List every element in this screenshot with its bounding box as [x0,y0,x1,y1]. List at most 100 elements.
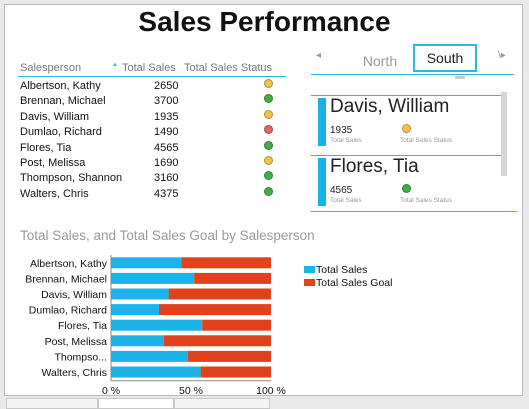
table-row[interactable]: Albertson, Kathy 2650 [18,79,286,94]
bar-segment [111,335,164,347]
legend-item[interactable]: Total Sales Goal [304,277,392,289]
total-sales-cell: 2650 [154,80,179,92]
category-label: Albertson, Kathy [30,258,108,270]
bar-segment [159,304,271,316]
salesperson-cell: Brennan, Michael [20,95,106,108]
bar-segment [111,319,203,331]
total-sales-cell: 1935 [154,110,179,123]
tile-scroll-left-icon[interactable]: ◂ [316,50,322,61]
bar-segment [202,319,271,331]
salesperson-cell: Thompson, Shannon [20,172,123,185]
table-row[interactable]: Thompson, Shannon 3160 [18,171,286,186]
legend-swatch [304,266,315,273]
table-row[interactable]: Davis, William 1935 [18,109,286,125]
tab-strip-grip[interactable] [455,76,465,79]
tile-card[interactable]: Davis, William 1935 Total Sales Total Sa… [318,96,496,148]
sort-ascending-icon[interactable]: ▲ [112,62,118,68]
card-label-sales: Total Sales [330,197,362,204]
category-label: Davis, William [41,289,107,301]
card-divider [311,95,501,96]
x-tick-label: 0 % [102,385,120,397]
status-indicator-icon [264,140,273,150]
bar-segment [194,272,271,284]
category-label: Dumlao, Richard [29,305,107,317]
total-sales-cell: 1490 [154,126,179,139]
tab-south[interactable]: South [413,44,477,72]
card-value: 4565 [330,185,353,196]
legend-label: Total Sales Goal [316,277,393,289]
table-body: Albertson, Kathy 2650 Brennan, Michael 3700… [18,77,286,202]
status-indicator-icon [402,184,411,193]
bar-segment [168,288,271,300]
table-row[interactable]: Dumlao, Richard 1490 [18,125,286,140]
bar-segment [163,335,271,347]
sheet-tab[interactable] [6,398,98,409]
status-indicator-icon [264,171,273,181]
total-sales-cell: 3160 [154,172,179,185]
category-label: Post, Melissa [45,336,108,348]
bar-segment [200,366,271,378]
legend-label: Total Sales [316,264,368,276]
total-sales-cell: 4565 [154,141,179,154]
tab-strip-divider [311,74,514,75]
status-indicator-icon [264,79,273,88]
card-accent-bar [318,98,326,146]
bar-segment [111,257,182,269]
salesperson-cell: Walters, Chris [20,187,89,200]
header-total-sales-status[interactable]: Total Sales Status [184,62,273,74]
legend-item[interactable]: Total Sales [304,264,367,276]
status-indicator-icon [264,109,273,119]
card-name: Davis, William [330,96,450,117]
status-indicator-icon [264,94,273,104]
tab-north[interactable]: North [362,53,398,69]
salesperson-cell: Davis, William [20,110,90,123]
salesperson-cell: Albertson, Kathy [20,80,101,92]
card-divider [311,155,501,156]
bar-segment [111,288,169,300]
sheet-tab[interactable] [174,398,270,409]
header-salesperson[interactable]: Salesperson [20,62,82,74]
tile-card[interactable]: Flores, Tia 4565 Total Sales Total Sales… [318,156,496,208]
table-row[interactable]: Post, Melissa 1690 [18,155,286,171]
status-indicator-icon [264,125,273,135]
bar-segment [111,366,201,378]
tile-scrollbar[interactable] [501,92,507,176]
sheet-tab-active[interactable] [98,398,174,409]
card-label-sales: Total Sales [330,137,362,144]
category-label: Brennan, Michael [25,273,107,285]
total-sales-cell: 4375 [154,187,179,200]
table-row[interactable]: Brennan, Michael 3700 [18,94,286,109]
salesperson-cell: Dumlao, Richard [20,126,102,139]
bar-segment [111,350,188,362]
card-accent-bar [318,158,326,206]
bar-segment [187,350,271,362]
card-name: Flores, Tia [330,156,419,177]
bar-segment [111,304,159,316]
bar-segment [181,257,271,269]
x-tick-label: 50 % [179,385,203,397]
legend-swatch [304,279,315,286]
salesperson-cell: Flores, Tia [20,141,72,154]
tile-scroll-right-icon[interactable]: \▸ [498,50,506,61]
total-sales-cell: 3700 [154,95,179,108]
category-label: Flores, Tia [58,320,107,332]
category-label: Thompso... [54,351,107,363]
card-value: 1935 [330,125,353,136]
table-header: Salesperson ▲ Total Sales Total Sales St… [18,62,286,77]
tile-panel-divider [311,211,517,212]
status-indicator-icon [402,124,411,133]
card-label-status: Total Sales Status [400,197,453,204]
report-title: Sales Performance [138,6,391,37]
chart-title: Total Sales, and Total Sales Goal by Sal… [20,228,315,243]
category-label: Walters, Chris [41,367,107,379]
table-row[interactable]: Walters, Chris 4375 [18,186,286,202]
total-sales-cell: 1690 [154,156,179,169]
table-row[interactable]: Flores, Tia 4565 [18,140,286,156]
header-total-sales[interactable]: Total Sales [122,62,176,74]
status-indicator-icon [264,155,273,165]
x-tick-label: 100 % [256,385,286,397]
sales-table: Salesperson ▲ Total Sales Total Sales St… [18,62,286,202]
salesperson-cell: Post, Melissa [20,156,86,169]
bar-segment [111,272,195,284]
